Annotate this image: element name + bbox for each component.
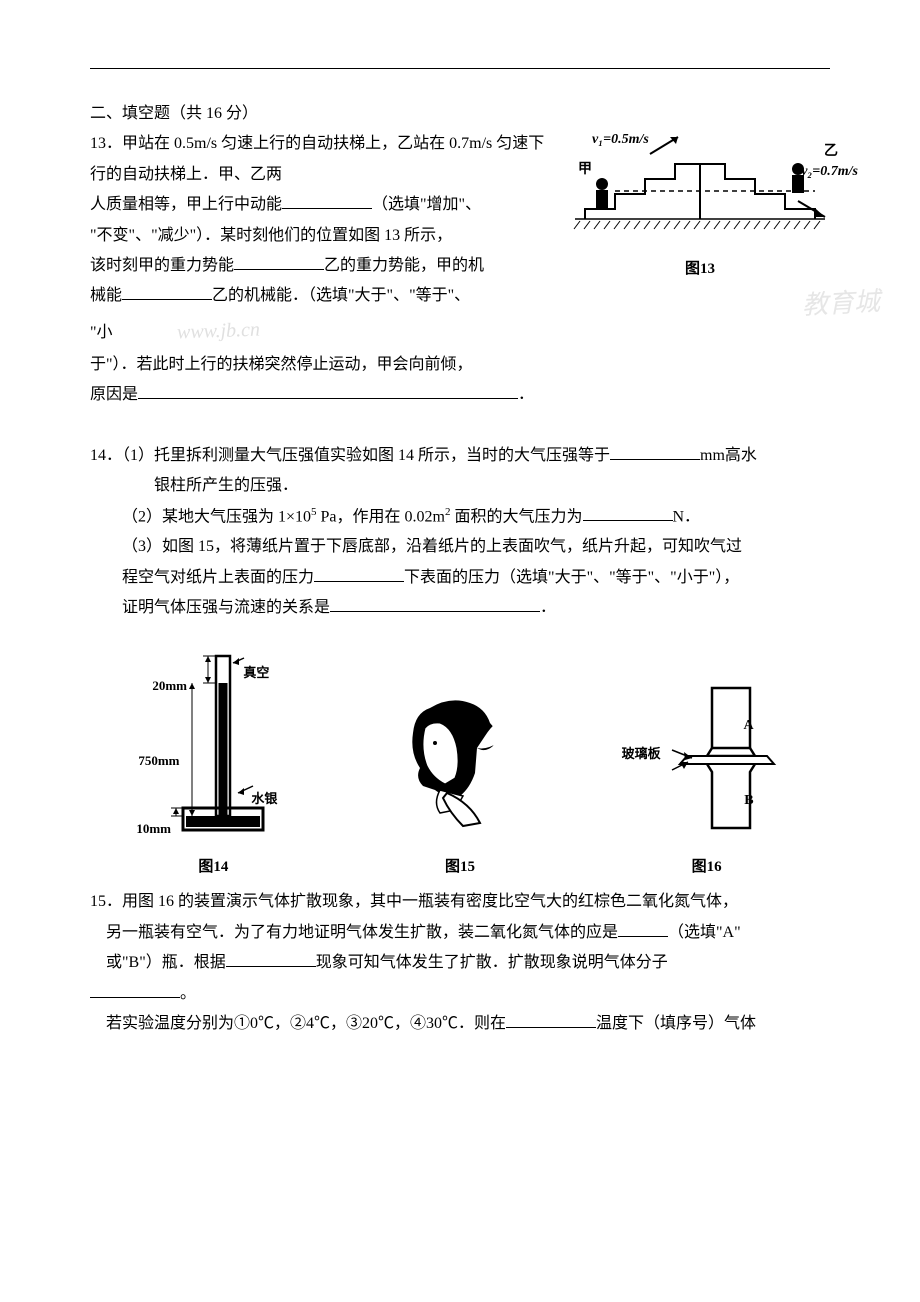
q14-l3d: N． <box>673 508 701 525</box>
q13-l7: 于"）．若此时上行的扶梯突然停止运动，甲会向前倾， <box>90 350 830 380</box>
d10-label: 10mm <box>136 817 171 842</box>
q14-l1b: mm高水 <box>700 447 757 464</box>
figure-14: 真空 20mm 750mm 10mm 水银 图14 <box>138 638 288 882</box>
vacuum-label: 真空 <box>243 661 269 686</box>
q14-l6: 过过证明气体压强与流速的关系是． <box>90 593 830 623</box>
q14-l6a: 证明气体压强与流速的关系是 <box>122 599 330 616</box>
d20-label: 20mm <box>152 674 187 699</box>
q13-l6: "小 www.jb.cn <box>90 312 830 350</box>
q14-l5: 过过程空气对纸片上表面的压力下表面的压力（选填"大于"、"等于"、"小于"）， <box>90 563 830 593</box>
section-header: 二、填空题（共 16 分） <box>90 99 830 129</box>
q14-l5a: 程空气对纸片上表面的压力 <box>122 569 314 586</box>
q13-l5a: 械能 <box>90 287 122 304</box>
q13-l6a: "小 <box>90 324 113 341</box>
q14-l1: 14．（1）托里拆利测量大气压强值实验如图 14 所示，当时的大气压强等于 mm高… <box>90 441 830 471</box>
figure-13: v₁=0.5m/s 乙 v₂=0.7m/s 甲 图13 <box>570 129 830 283</box>
blank <box>234 253 324 270</box>
blank <box>90 981 180 998</box>
q15-l3b: 现象可知气体发生了扩散．扩散现象说明气体分子 <box>316 954 668 971</box>
label-B: B <box>744 788 753 815</box>
blank <box>282 192 372 209</box>
q14-l1a: 14．（1）托里拆利测量大气压强值实验如图 14 所示，当时的大气压强等于 <box>90 447 610 464</box>
question-15: 15．用图 16 的装置演示气体扩散现象，其中一瓶装有密度比空气大的红棕色二氧化… <box>90 887 830 1039</box>
blank <box>330 595 540 612</box>
q13-l8b: ． <box>518 386 534 403</box>
blank <box>226 950 316 967</box>
blank <box>583 504 673 521</box>
figure-15: 图15 <box>385 678 535 882</box>
q15-l5b: 温度下（填序号）气体 <box>596 1015 756 1032</box>
q13-l4a: 该时刻甲的重力势能 <box>90 257 234 274</box>
figure-row: 真空 20mm 750mm 10mm 水银 图14 图15 <box>90 638 830 882</box>
v2-label: v₂=0.7m/s <box>801 159 858 186</box>
d750-label: 750mm <box>138 749 179 774</box>
watermark-side: 教育城 <box>801 277 881 330</box>
q13-l2a: 人质量相等，甲上行中动能 <box>90 196 282 213</box>
q14-l6b: ． <box>540 599 556 616</box>
blank <box>610 443 700 460</box>
q13-l8a: 原因是 <box>90 386 138 403</box>
q15-l2: 15另一瓶装有空气．为了有力地证明气体发生扩散，装二氧化氮气体的应是（选填"A" <box>90 918 830 948</box>
q13-l5b: 乙的机械能．（选填"大于"、"等于"、 <box>212 287 470 304</box>
fig16-caption: 图16 <box>632 853 782 882</box>
figure-16: A B 玻璃板 图16 <box>632 678 782 882</box>
question-14: 14．（1）托里拆利测量大气压强值实验如图 14 所示，当时的大气压强等于 mm高… <box>90 441 830 882</box>
q15-l4b: 。 <box>180 985 196 1002</box>
q14-l5b: 下表面的压力（选填"大于"、"等于"、"小于"）， <box>404 569 739 586</box>
q14-l2: 银柱所产生的压强． <box>90 471 830 501</box>
q15-l5: 15若实验温度分别为①0℃，②4℃，③20℃，④30℃．则在温度下（填序号）气体 <box>90 1009 830 1039</box>
q14-l3: （2）某地大气压强为 1×105 Pa，作用在 0.02m2 面积的大气压力为N… <box>90 502 830 533</box>
blank <box>506 1011 596 1028</box>
blowing-paper-svg <box>385 678 535 838</box>
top-rule <box>90 68 830 69</box>
q15-l2b: （选填"A" <box>668 924 741 941</box>
v1-label: v₁=0.5m/s <box>592 127 649 154</box>
watermark-url: www.jb.cn <box>176 310 260 351</box>
q15-l3a: 或"B"）瓶．根据 <box>106 954 226 971</box>
jia-label: 甲 <box>578 157 592 184</box>
q15-l4: 。 <box>90 979 830 1009</box>
q15-l2a: 另一瓶装有空气．为了有力地证明气体发生扩散，装二氧化氮气体的应是 <box>106 924 618 941</box>
label-A: A <box>744 713 754 740</box>
q13-l8: 原因是 ． <box>90 380 830 410</box>
q15-l5a: 若实验温度分别为①0℃，②4℃，③20℃，④30℃．则在 <box>106 1015 506 1032</box>
q14-l3c: 面积的大气压力为 <box>450 508 582 525</box>
q14-l3a: （2）某地大气压强为 1×10 <box>122 508 311 525</box>
q13-l5: 械能 乙的机械能．（选填"大于"、"等于"、 <box>90 281 830 311</box>
blank <box>314 565 404 582</box>
q14-l4: 过过（3）如图 15，将薄纸片置于下唇底部，沿着纸片的上表面吹气，纸片升起，可知… <box>90 532 830 562</box>
blank <box>138 382 518 399</box>
mercury-label: 水银 <box>251 787 277 812</box>
fig15-caption: 图15 <box>385 853 535 882</box>
blank <box>618 920 668 937</box>
fig13-caption: 图13 <box>570 255 830 284</box>
q14-l3b: Pa，作用在 0.02m <box>317 508 445 525</box>
q13-l4b: 乙的重力势能，甲的机 <box>324 257 484 274</box>
blank <box>122 283 212 300</box>
q15-l3: 15或"B"）瓶．根据现象可知气体发生了扩散．扩散现象说明气体分子 <box>90 948 830 978</box>
fig14-caption: 图14 <box>138 853 288 882</box>
question-13: v₁=0.5m/s 乙 v₂=0.7m/s 甲 图13 13．甲站在 0.5m/… <box>90 129 830 410</box>
q13-l2b: （选填"增加"、 <box>372 196 481 213</box>
glass-label: 玻璃板 <box>622 742 661 767</box>
q15-l1: 15．用图 16 的装置演示气体扩散现象，其中一瓶装有密度比空气大的红棕色二氧化… <box>90 887 830 917</box>
q14-l4a: （3）如图 15，将薄纸片置于下唇底部，沿着纸片的上表面吹气，纸片升起，可知吹气… <box>122 538 742 555</box>
